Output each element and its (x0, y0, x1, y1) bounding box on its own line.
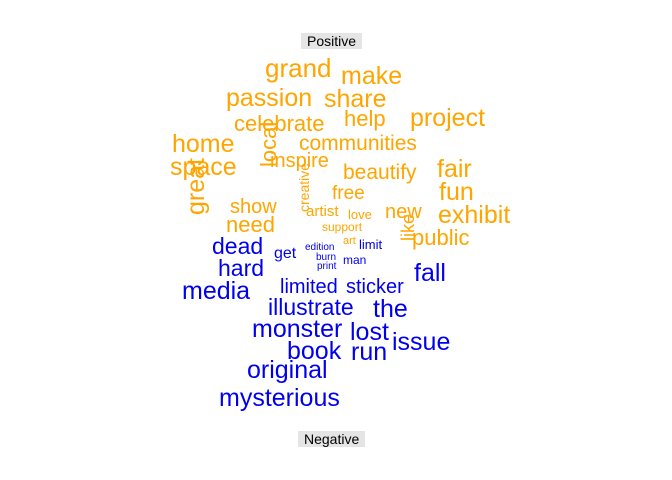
word-print: print (317, 261, 337, 272)
word-issue: issue (392, 328, 451, 356)
word-artist: artist (306, 203, 339, 220)
word-grand: grand (265, 53, 332, 83)
word-great: great (182, 158, 210, 215)
word-exhibit: exhibit (438, 201, 511, 229)
word-local: local (256, 121, 281, 167)
word-share: share (324, 85, 387, 113)
word-monster: monster (252, 315, 343, 343)
word-limited: limited (280, 276, 338, 298)
word-illustrate: illustrate (268, 294, 354, 320)
word-dead: dead (212, 233, 264, 259)
word-lost: lost (350, 318, 389, 346)
word-hard: hard (218, 255, 265, 281)
word-get: get (274, 245, 297, 262)
word-help: help (344, 106, 386, 131)
positive-group-label: Positive (301, 33, 363, 49)
word-sticker: sticker (346, 276, 404, 298)
word-home: home (172, 130, 235, 158)
word-fair: fair (437, 155, 472, 183)
word-run: run (351, 338, 388, 366)
word-limit: limit (359, 237, 383, 252)
word-the: the (373, 295, 408, 323)
word-beautify: beautify (343, 161, 417, 184)
word-new: new (385, 201, 422, 223)
word-need: need (226, 212, 275, 237)
word-public: public (412, 225, 470, 250)
word-passion: passion (226, 84, 313, 112)
word-free: free (332, 183, 365, 204)
word-make: make (341, 62, 403, 90)
word-art: art (343, 235, 356, 247)
word-space: space (170, 153, 237, 181)
word-love: love (348, 207, 372, 222)
word-inspire: inspire (270, 150, 329, 172)
word-original: original (247, 356, 328, 384)
word-communities: communities (299, 132, 417, 155)
word-fun: fun (439, 178, 474, 206)
word-book: book (287, 337, 342, 365)
word-man: man (343, 253, 367, 267)
negative-group-label: Negative (298, 431, 366, 447)
word-project: project (410, 104, 486, 132)
word-edition: edition (305, 242, 335, 253)
word-support: support (322, 220, 363, 234)
word-celebrate: celebrate (234, 111, 325, 136)
word-fall: fall (414, 259, 446, 287)
word-media: media (182, 277, 251, 305)
word-show: show (230, 196, 277, 218)
word-mysterious: mysterious (219, 384, 340, 412)
word-burn: burn (316, 252, 337, 263)
